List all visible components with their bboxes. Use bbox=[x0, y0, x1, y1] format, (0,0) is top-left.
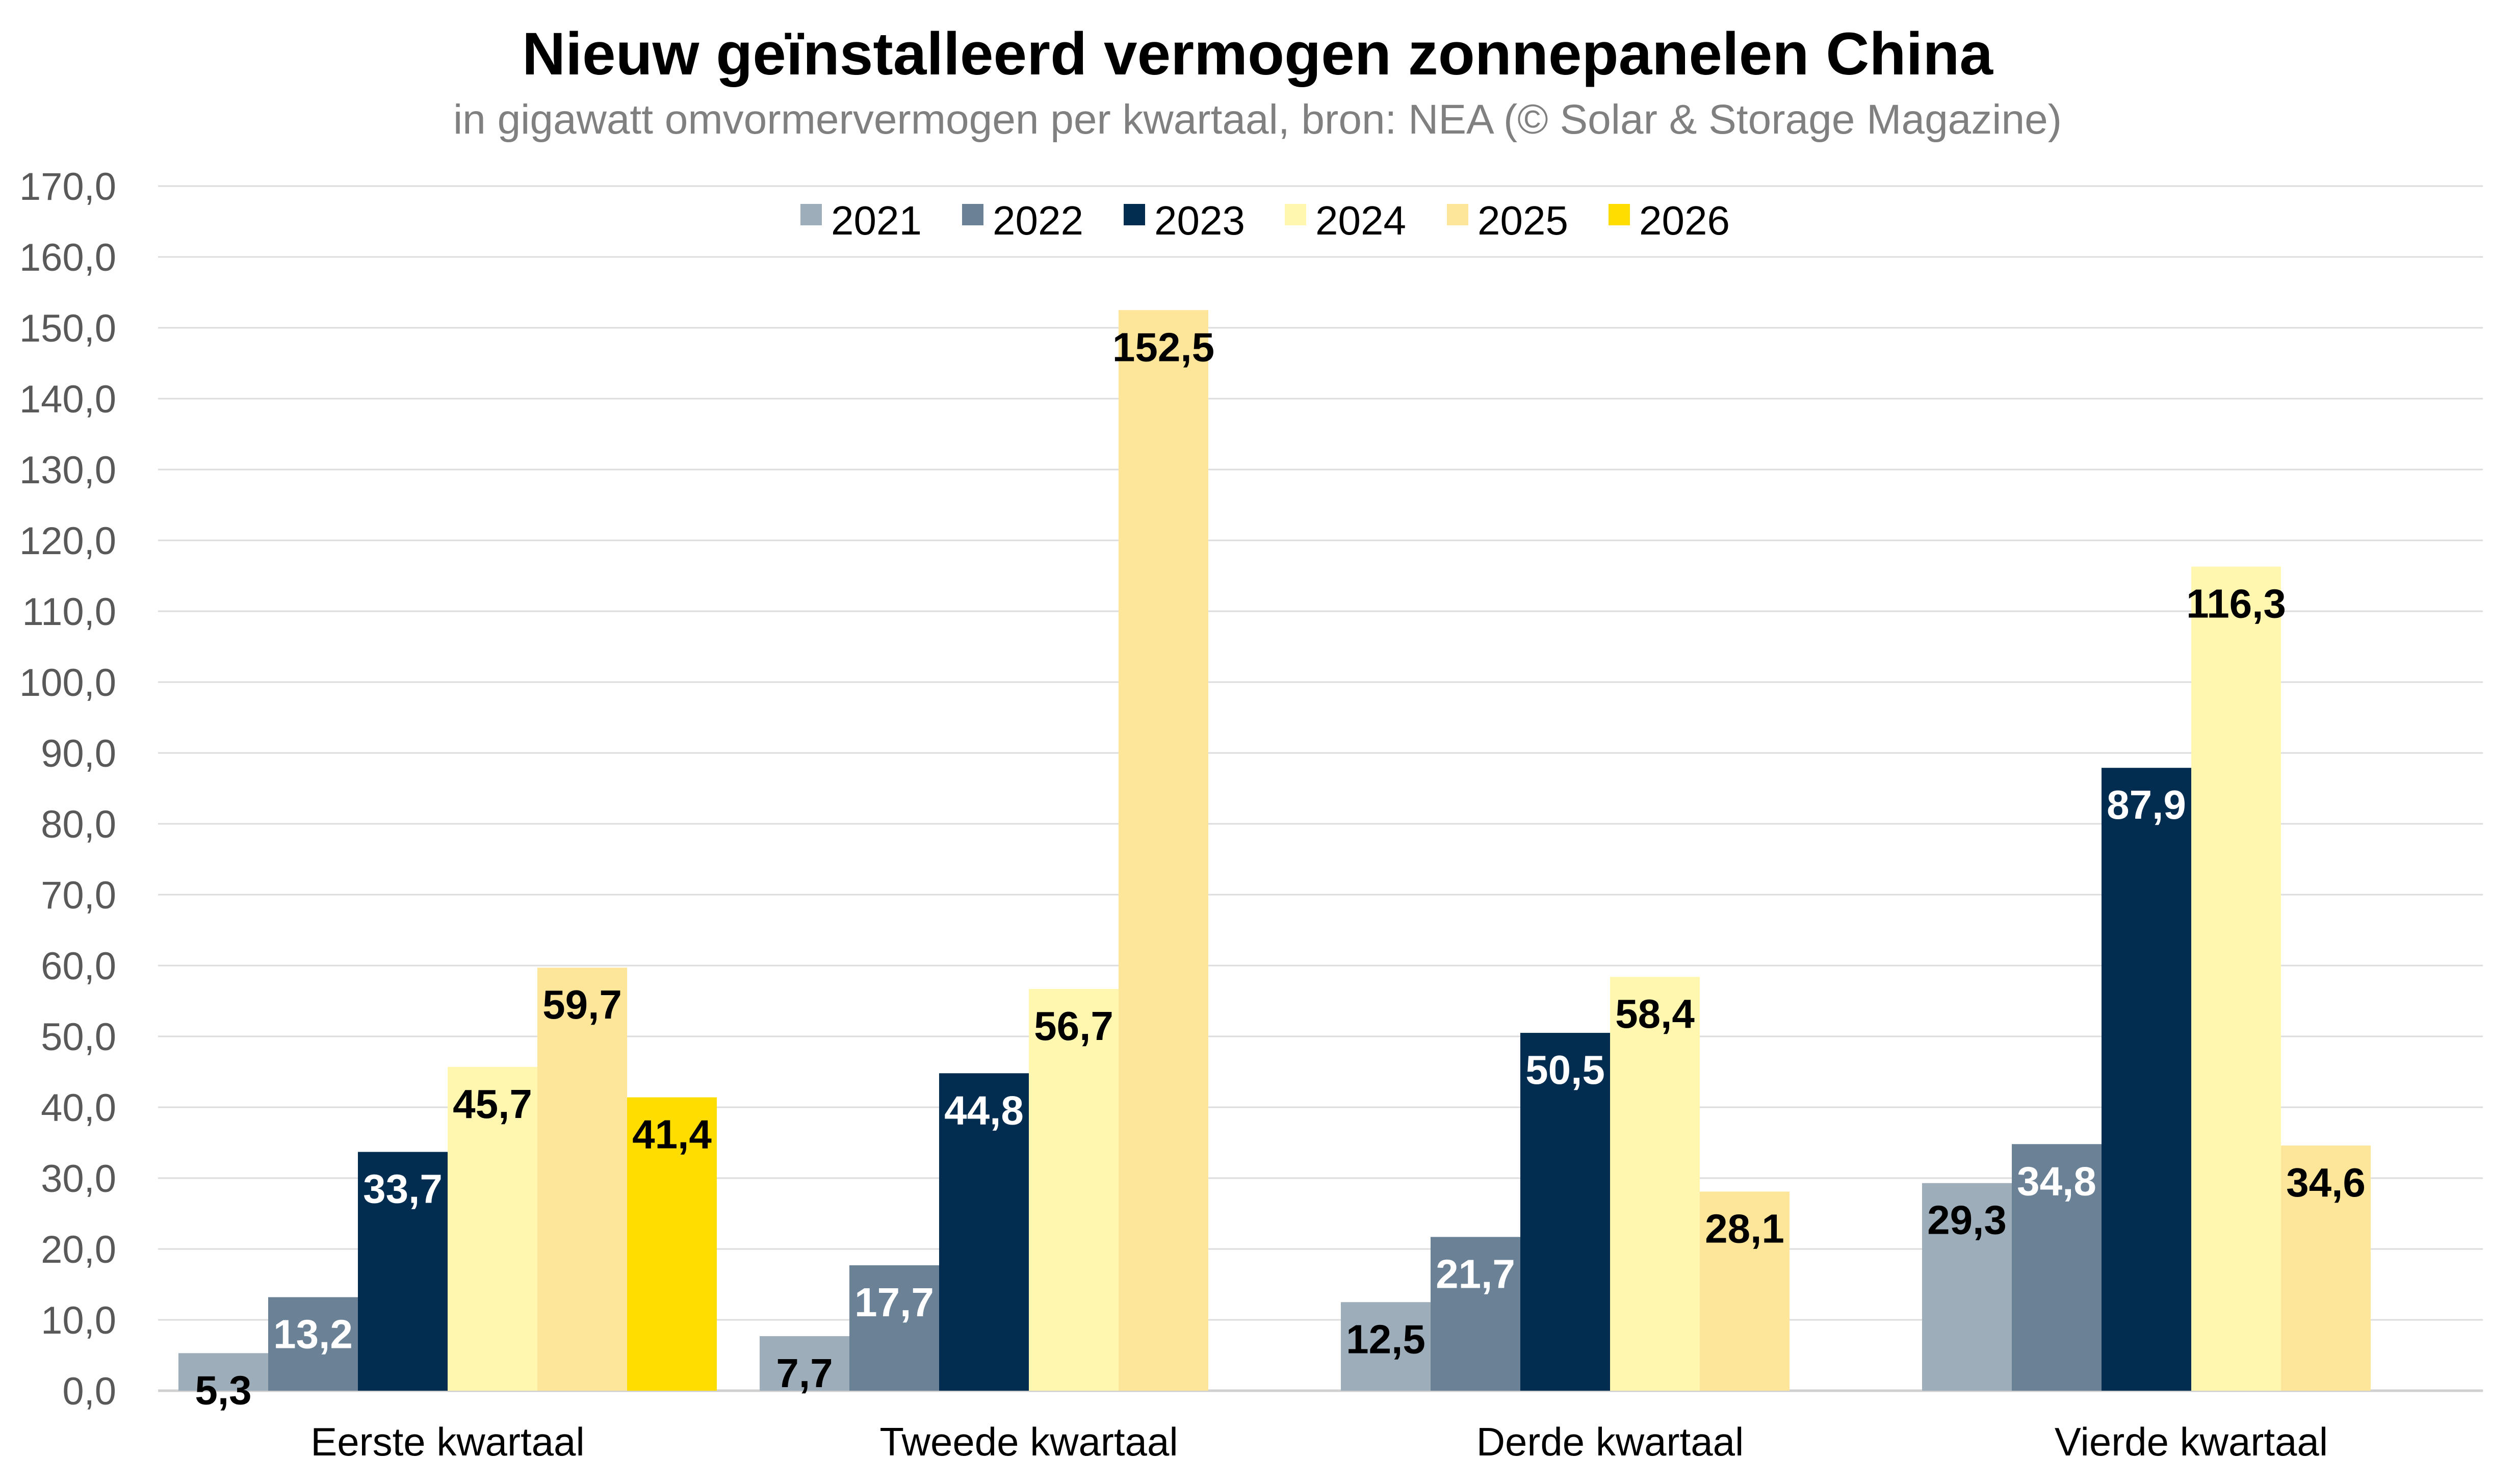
bar-2024 bbox=[2191, 566, 2281, 1391]
y-tick-label: 40,0 bbox=[41, 1086, 116, 1130]
y-tick-label: 90,0 bbox=[41, 732, 116, 775]
data-label: 152,5 bbox=[1112, 324, 1214, 370]
data-label: 13,2 bbox=[273, 1312, 353, 1357]
bar-2021 bbox=[178, 1353, 268, 1391]
bar-2023 bbox=[2102, 768, 2191, 1391]
y-tick-label: 70,0 bbox=[41, 874, 116, 917]
y-axis: 0,0 10,0 20,0 30,0 40,0 50,0 60,0 70,0 80,0 90,0 1… bbox=[19, 165, 116, 1413]
bar-2025 bbox=[1700, 1191, 1790, 1391]
data-label: 29,3 bbox=[1927, 1197, 2007, 1243]
bar-2021 bbox=[760, 1336, 849, 1391]
data-label: 34,8 bbox=[2017, 1158, 2096, 1204]
y-tick-label: 20,0 bbox=[41, 1228, 116, 1271]
y-tick-label: 50,0 bbox=[41, 1016, 116, 1059]
bar-2022 bbox=[849, 1265, 939, 1391]
data-label: 59,7 bbox=[542, 982, 622, 1027]
bars bbox=[178, 310, 2371, 1391]
y-tick-label: 100,0 bbox=[19, 661, 116, 705]
bar-2023 bbox=[1520, 1033, 1610, 1391]
y-tick-label: 10,0 bbox=[41, 1299, 116, 1342]
bar-2021 bbox=[1341, 1302, 1431, 1391]
y-tick-label: 120,0 bbox=[19, 519, 116, 563]
y-tick-label: 30,0 bbox=[41, 1157, 116, 1201]
legend: 2021 2022 2023 2024 2025 2026 bbox=[800, 198, 1730, 243]
data-label: 56,7 bbox=[1034, 1003, 1113, 1049]
y-tick-label: 60,0 bbox=[41, 945, 116, 988]
bar-2025 bbox=[2281, 1145, 2371, 1391]
data-label: 33,7 bbox=[363, 1166, 443, 1212]
data-label: 7,7 bbox=[776, 1350, 833, 1396]
y-tick-label: 140,0 bbox=[19, 378, 116, 421]
legend-swatch-2022 bbox=[962, 204, 983, 225]
chart-title: Nieuw geïnstalleerd vermogen zonnepanele… bbox=[522, 20, 1993, 88]
y-tick-label: 80,0 bbox=[41, 803, 116, 846]
legend-label-2023: 2023 bbox=[1154, 198, 1245, 243]
data-label: 50,5 bbox=[1525, 1047, 1605, 1092]
data-label: 17,7 bbox=[854, 1280, 934, 1325]
chart-subtitle: in gigawatt omvormervermogen per kwartaa… bbox=[453, 96, 2062, 143]
bar-2022 bbox=[1431, 1237, 1520, 1391]
legend-label-2025: 2025 bbox=[1477, 198, 1568, 243]
bar-2024 bbox=[448, 1066, 537, 1391]
y-tick-label: 0,0 bbox=[62, 1370, 116, 1413]
data-label: 44,8 bbox=[944, 1087, 1024, 1133]
x-category-label: Tweede kwartaal bbox=[879, 1419, 1178, 1464]
bar-2021 bbox=[1922, 1183, 2012, 1391]
data-label: 87,9 bbox=[2107, 782, 2186, 827]
legend-swatch-2021 bbox=[800, 204, 822, 225]
legend-label-2021: 2021 bbox=[831, 198, 922, 243]
data-label: 58,4 bbox=[1615, 991, 1695, 1036]
bar-2023 bbox=[358, 1152, 448, 1391]
legend-swatch-2025 bbox=[1447, 204, 1468, 225]
bar-2024 bbox=[1029, 988, 1119, 1391]
bar-2022 bbox=[268, 1297, 358, 1391]
data-label: 5,3 bbox=[195, 1367, 251, 1413]
bar-2025 bbox=[1119, 310, 1208, 1391]
bar-2022 bbox=[2012, 1144, 2102, 1391]
legend-swatch-2026 bbox=[1609, 204, 1630, 225]
data-label: 28,1 bbox=[1705, 1206, 1784, 1251]
x-axis: Eerste kwartaal Tweede kwartaal Derde kwar… bbox=[310, 1419, 2328, 1464]
data-label: 21,7 bbox=[1436, 1251, 1515, 1296]
data-label: 34,6 bbox=[2286, 1160, 2366, 1205]
x-category-label: Vierde kwartaal bbox=[2055, 1419, 2328, 1464]
data-label: 12,5 bbox=[1346, 1316, 1425, 1362]
data-label: 41,4 bbox=[632, 1112, 712, 1157]
bar-2025 bbox=[537, 968, 627, 1391]
x-category-label: Eerste kwartaal bbox=[310, 1419, 585, 1464]
data-labels: 5,3 13,2 33,745,7 59,7 41,4 7,7 17,7 44,856,7 15… bbox=[195, 324, 2365, 1413]
bar-2023 bbox=[939, 1073, 1029, 1391]
bar-2024 bbox=[1610, 977, 1700, 1391]
y-tick-label: 150,0 bbox=[19, 307, 116, 350]
legend-label-2026: 2026 bbox=[1639, 198, 1730, 243]
y-tick-label: 110,0 bbox=[22, 590, 116, 634]
y-tick-label: 130,0 bbox=[19, 449, 116, 492]
legend-label-2022: 2022 bbox=[993, 198, 1083, 243]
y-tick-label: 170,0 bbox=[19, 165, 116, 209]
x-category-label: Derde kwartaal bbox=[1476, 1419, 1744, 1464]
bar-2026 bbox=[627, 1097, 717, 1391]
legend-swatch-2023 bbox=[1124, 204, 1145, 225]
data-label: 45,7 bbox=[453, 1081, 532, 1127]
legend-swatch-2024 bbox=[1285, 204, 1306, 225]
legend-label-2024: 2024 bbox=[1315, 198, 1406, 243]
data-label: 116,3 bbox=[2186, 581, 2286, 626]
y-tick-label: 160,0 bbox=[19, 236, 116, 279]
